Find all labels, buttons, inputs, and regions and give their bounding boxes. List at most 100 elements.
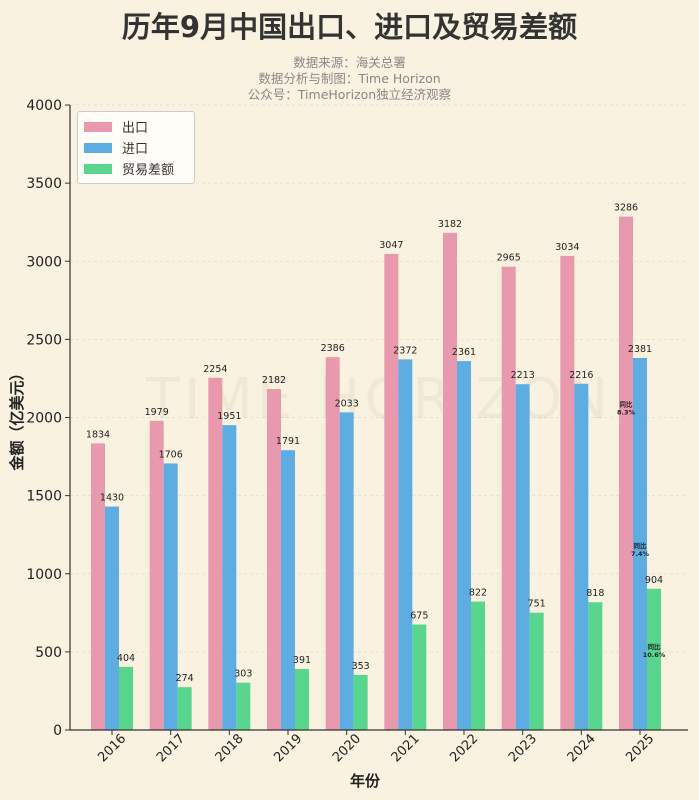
data-label: 1791 — [276, 436, 300, 447]
y-tick-label: 2500 — [26, 332, 62, 348]
data-label: 3286 — [614, 203, 638, 214]
legend-swatch — [84, 163, 112, 174]
bar-2019-1 — [281, 450, 295, 730]
legend-swatch — [84, 121, 112, 132]
data-label: 274 — [176, 673, 194, 684]
x-tick-label: 2020 — [330, 731, 364, 765]
x-tick-label: 2025 — [623, 731, 657, 765]
x-tick-label: 2024 — [565, 731, 599, 765]
x-tick-label: 2023 — [506, 731, 540, 765]
bar-2025-1 — [633, 357, 647, 730]
data-label: 2216 — [569, 370, 593, 381]
y-tick-label: 4000 — [26, 98, 62, 114]
legend-item-balance: 贸易差额 — [84, 158, 188, 179]
x-tick-label: 2016 — [95, 731, 129, 765]
data-label: 2033 — [335, 398, 359, 409]
y-tick-label: 3000 — [26, 254, 62, 270]
bar-2024-1 — [574, 383, 589, 730]
bar-2022-1 — [457, 361, 471, 730]
data-label: 353 — [352, 661, 370, 672]
data-label: 404 — [117, 653, 135, 664]
data-label: 818 — [586, 588, 604, 599]
x-tick-label: 2017 — [154, 731, 188, 765]
data-label: 2213 — [511, 370, 535, 381]
bar-2019-2 — [295, 668, 309, 730]
bar-2023-1 — [515, 384, 530, 730]
data-label: 822 — [469, 588, 487, 599]
bar-2020-0 — [325, 357, 340, 730]
bar-2024-2 — [588, 602, 603, 730]
bar-2022-0 — [443, 232, 457, 730]
x-tick-label: 2018 — [213, 731, 247, 765]
subtitle-account: 公众号：TimeHorizon独立经济观察 — [247, 87, 452, 102]
data-label: 2965 — [497, 253, 521, 264]
data-label: 2182 — [262, 375, 286, 386]
bar-2016-0 — [91, 443, 105, 730]
bar-2017-2 — [177, 687, 192, 730]
data-label: 1430 — [100, 493, 124, 504]
bar-2021-0 — [384, 253, 399, 730]
data-label: 1834 — [86, 429, 110, 440]
y-tick-label: 1500 — [26, 489, 62, 505]
bar-2018-1 — [222, 425, 237, 730]
bar-2022-2 — [471, 601, 485, 730]
yoy-value: 7.4% — [631, 550, 650, 558]
yoy-label: 同比 — [620, 400, 634, 409]
data-label: 1951 — [217, 411, 241, 422]
data-label: 751 — [528, 599, 546, 610]
data-label: 2361 — [452, 347, 476, 358]
bar-2025-2 — [647, 588, 661, 730]
x-tick-label: 2019 — [271, 731, 305, 765]
y-axis-label: 金额（亿美元） — [8, 365, 26, 471]
legend-item-export: 出口 — [84, 116, 188, 137]
subtitle-author: 数据分析与制图：Time Horizon — [258, 71, 441, 86]
bar-2016-1 — [105, 506, 119, 730]
y-tick-label: 1000 — [26, 567, 62, 583]
legend-swatch — [84, 142, 112, 153]
x-axis-label: 年份 — [350, 772, 381, 790]
data-label: 2372 — [393, 345, 417, 356]
legend-label: 出口 — [122, 121, 149, 136]
data-label: 2386 — [321, 343, 345, 354]
chart-title: 历年9月中国出口、进口及贸易差额 — [121, 10, 578, 44]
data-label: 3034 — [555, 242, 579, 253]
bar-2020-1 — [339, 412, 354, 730]
yoy-label: 同比 — [648, 642, 662, 651]
data-label: 1706 — [159, 449, 183, 460]
data-label: 3047 — [379, 240, 403, 251]
data-label: 2254 — [203, 364, 227, 375]
legend-label: 进口 — [122, 142, 149, 157]
bar-2018-0 — [208, 377, 223, 730]
yoy-value: 10.6% — [643, 651, 666, 659]
bar-2017-0 — [149, 420, 164, 730]
bar-2019-0 — [267, 389, 281, 730]
bar-2016-2 — [119, 666, 133, 730]
data-label: 391 — [293, 655, 311, 666]
x-tick-label: 2021 — [389, 731, 423, 765]
y-tick-label: 0 — [53, 723, 62, 739]
bar-2020-2 — [353, 674, 368, 730]
data-label: 303 — [234, 669, 252, 680]
y-tick-label: 2000 — [26, 411, 62, 427]
legend: 出口 进口 贸易差额 — [77, 111, 195, 184]
bar-2017-1 — [163, 463, 178, 730]
subtitle-source: 数据来源：海关总署 — [293, 55, 406, 70]
yoy-value: 8.3% — [617, 409, 636, 417]
y-tick-label: 3500 — [26, 176, 62, 192]
data-label: 904 — [645, 575, 663, 586]
bar-2024-0 — [560, 255, 575, 730]
data-label: 3182 — [438, 219, 462, 230]
x-tick-label: 2022 — [447, 731, 481, 765]
bar-2023-0 — [501, 266, 516, 730]
bar-2021-1 — [398, 359, 413, 730]
bar-2023-2 — [529, 612, 544, 730]
y-tick-label: 500 — [35, 645, 62, 661]
bar-2021-2 — [412, 624, 427, 730]
yoy-label: 同比 — [634, 541, 648, 550]
bar-2018-2 — [236, 682, 251, 730]
data-label: 675 — [410, 611, 428, 622]
bar-2025-0 — [619, 216, 633, 730]
data-label: 1979 — [145, 407, 169, 418]
legend-label: 贸易差额 — [122, 163, 175, 178]
